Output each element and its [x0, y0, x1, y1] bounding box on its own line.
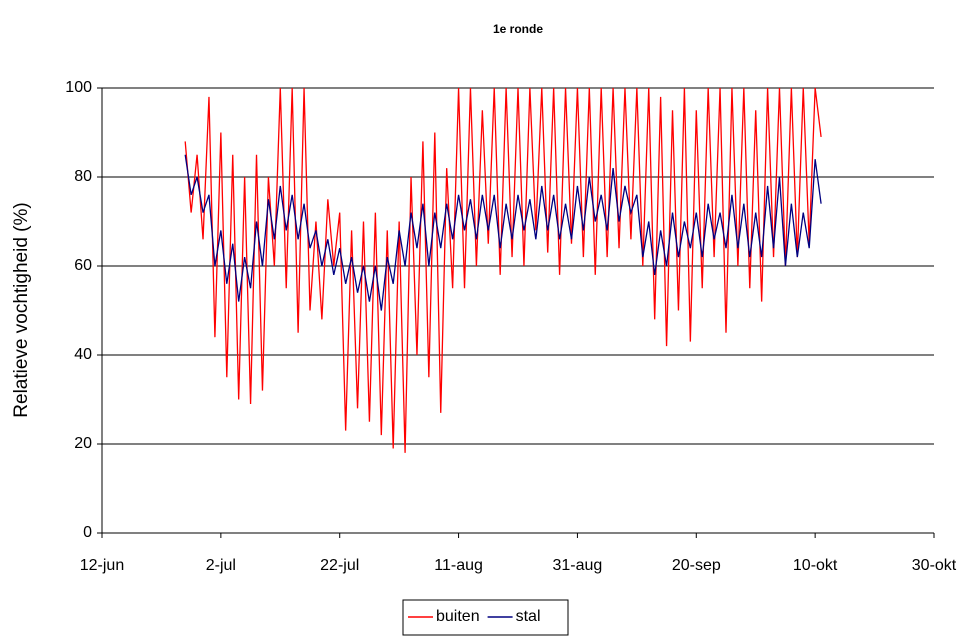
legend-label: stal: [516, 608, 541, 625]
y-tick-label: 60: [74, 257, 92, 274]
legend-label: buiten: [436, 608, 480, 625]
series-line: [184, 87, 822, 453]
y-tick-label: 40: [74, 346, 92, 363]
chart-title: 1e ronde: [493, 22, 543, 36]
x-tick-label: 2-jul: [206, 557, 236, 574]
y-tick-label: 20: [74, 435, 92, 452]
x-tick-label: 31-aug: [553, 557, 603, 574]
y-tick-label: 0: [83, 524, 92, 541]
x-tick-label: 10-okt: [793, 557, 838, 574]
x-tick-label: 22-jul: [320, 557, 359, 574]
x-tick-label: 30-okt: [912, 557, 957, 574]
y-axis-label: Relatieve vochtigheid (%): [11, 202, 32, 417]
x-tick-label: 20-sep: [672, 557, 721, 574]
series-line: [184, 154, 822, 311]
y-tick-label: 100: [65, 79, 92, 96]
y-tick-label: 80: [74, 168, 92, 185]
x-tick-label: 12-jun: [80, 557, 124, 574]
x-tick-label: 11-aug: [434, 557, 483, 574]
